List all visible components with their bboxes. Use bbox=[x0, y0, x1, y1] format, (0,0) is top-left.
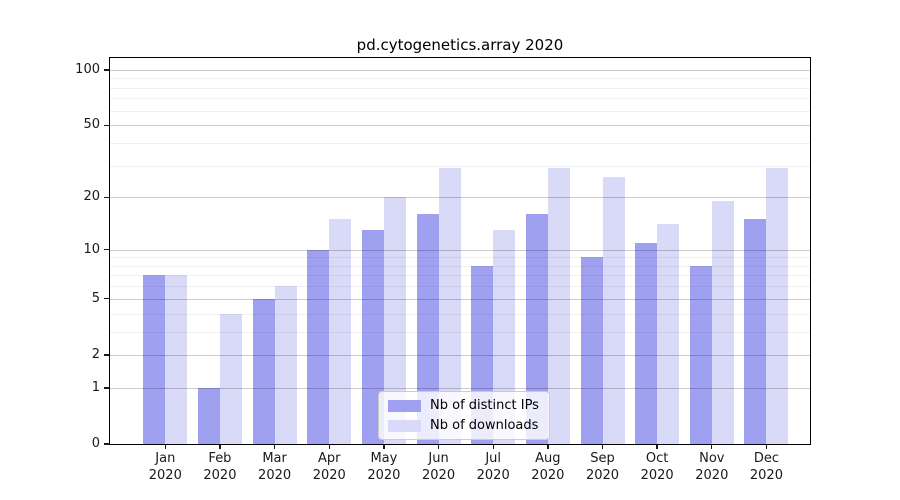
x-tick-mark-may bbox=[383, 444, 385, 449]
x-tick-label-apr: Apr 2020 bbox=[312, 451, 346, 483]
y-tick-label-5: 5 bbox=[91, 290, 100, 306]
gridline-minor-y-90 bbox=[110, 78, 810, 80]
x-tick-mark-nov bbox=[711, 444, 713, 449]
y-tick-label-10: 10 bbox=[83, 241, 100, 257]
y-tick-mark-2 bbox=[104, 354, 109, 356]
y-tick-label-1: 1 bbox=[91, 379, 100, 395]
bar-distinct-ips-nov bbox=[689, 265, 712, 444]
gridline-minor-y-7 bbox=[110, 275, 810, 277]
bar-distinct-ips-dec bbox=[744, 219, 767, 444]
gridline-minor-y-6 bbox=[110, 286, 810, 288]
y-tick-label-50: 50 bbox=[83, 117, 100, 133]
bar-downloads-jan bbox=[165, 275, 188, 444]
bar-distinct-ips-may bbox=[361, 230, 384, 444]
x-tick-mark-apr bbox=[328, 444, 330, 449]
x-tick-mark-oct bbox=[656, 444, 658, 449]
x-tick-label-feb: Feb 2020 bbox=[203, 451, 237, 483]
gridline-major-y-1 bbox=[110, 387, 810, 389]
y-tick-label-100: 100 bbox=[75, 61, 100, 77]
bar-distinct-ips-oct bbox=[635, 242, 658, 444]
legend: Nb of distinct IPs Nb of downloads bbox=[378, 391, 550, 440]
legend-swatch-distinct-ips bbox=[388, 399, 421, 412]
x-tick-label-mar: Mar 2020 bbox=[258, 451, 292, 483]
x-tick-mark-aug bbox=[547, 444, 549, 449]
x-tick-label-aug: Aug 2020 bbox=[531, 451, 565, 483]
bar-downloads-feb bbox=[219, 313, 242, 444]
legend-row-downloads: Nb of downloads bbox=[388, 418, 539, 433]
bar-downloads-aug bbox=[547, 168, 570, 444]
gridline-minor-y-4 bbox=[110, 313, 810, 315]
x-tick-label-jul: Jul 2020 bbox=[476, 451, 510, 483]
y-tick-mark-50 bbox=[104, 124, 109, 126]
gridline-minor-y-3 bbox=[110, 331, 810, 333]
legend-label-downloads: Nb of downloads bbox=[430, 418, 539, 433]
x-tick-mark-sep bbox=[601, 444, 604, 449]
bar-distinct-ips-sep bbox=[580, 257, 603, 444]
gridline-minor-y-70 bbox=[110, 98, 810, 100]
gridline-minor-y-8 bbox=[110, 265, 810, 267]
bar-downloads-may bbox=[383, 197, 406, 444]
chart-title: pd.cytogenetics.array 2020 bbox=[356, 36, 564, 54]
legend-label-distinct-ips: Nb of distinct IPs bbox=[430, 398, 539, 413]
bar-downloads-oct bbox=[657, 224, 680, 444]
bar-distinct-ips-mar bbox=[252, 298, 275, 444]
y-tick-mark-1 bbox=[104, 387, 109, 389]
gridline-major-y-10 bbox=[110, 249, 810, 251]
x-tick-label-jan: Jan 2020 bbox=[148, 451, 182, 483]
legend-row-distinct-ips: Nb of distinct IPs bbox=[388, 398, 539, 413]
y-tick-mark-5 bbox=[104, 298, 109, 300]
x-tick-mark-jan bbox=[164, 444, 166, 449]
x-tick-label-dec: Dec 2020 bbox=[749, 451, 783, 483]
x-tick-mark-dec bbox=[765, 444, 768, 449]
gridline-minor-y-40 bbox=[110, 142, 810, 144]
x-tick-mark-feb bbox=[219, 444, 221, 449]
gridline-major-y-20 bbox=[110, 197, 810, 199]
bar-downloads-dec bbox=[766, 168, 789, 444]
gridline-minor-y-9 bbox=[110, 257, 810, 259]
bar-downloads-apr bbox=[329, 219, 352, 444]
gridline-major-y-50 bbox=[110, 125, 810, 127]
bar-downloads-jun bbox=[438, 168, 461, 444]
bar-distinct-ips-apr bbox=[307, 249, 330, 444]
legend-swatch-downloads bbox=[388, 419, 421, 432]
x-tick-mark-mar bbox=[273, 444, 276, 449]
plot-area: Nb of distinct IPs Nb of downloads bbox=[109, 57, 811, 445]
gridline-minor-y-80 bbox=[110, 87, 810, 89]
x-tick-label-sep: Sep 2020 bbox=[585, 451, 620, 483]
bar-downloads-mar bbox=[274, 286, 297, 444]
bar-downloads-nov bbox=[711, 201, 734, 444]
gridline-minor-y-60 bbox=[110, 110, 810, 112]
y-tick-mark-0 bbox=[104, 443, 109, 445]
x-tick-label-nov: Nov 2020 bbox=[695, 451, 729, 483]
bar-downloads-jul bbox=[493, 230, 516, 444]
x-tick-mark-jul bbox=[492, 444, 494, 449]
y-tick-label-20: 20 bbox=[83, 189, 100, 205]
y-tick-label-2: 2 bbox=[91, 346, 100, 362]
x-tick-label-may: May 2020 bbox=[367, 451, 401, 483]
bar-distinct-ips-jun bbox=[416, 214, 439, 444]
bar-distinct-ips-jan bbox=[143, 275, 166, 444]
bar-downloads-sep bbox=[602, 176, 625, 444]
y-tick-mark-20 bbox=[104, 196, 109, 198]
y-tick-mark-100 bbox=[104, 69, 109, 71]
y-tick-mark-10 bbox=[104, 248, 109, 251]
bar-distinct-ips-aug bbox=[525, 214, 548, 444]
gridline-major-y-2 bbox=[110, 354, 810, 356]
gridline-minor-y-30 bbox=[110, 165, 810, 167]
gridline-major-y-100 bbox=[110, 69, 810, 71]
gridline-major-y-5 bbox=[110, 298, 810, 300]
x-tick-mark-jun bbox=[437, 444, 440, 449]
bar-distinct-ips-feb bbox=[197, 387, 220, 444]
x-tick-label-oct: Oct 2020 bbox=[640, 451, 674, 483]
y-tick-label-0: 0 bbox=[91, 436, 100, 451]
x-tick-label-jun: Jun 2020 bbox=[422, 451, 456, 483]
